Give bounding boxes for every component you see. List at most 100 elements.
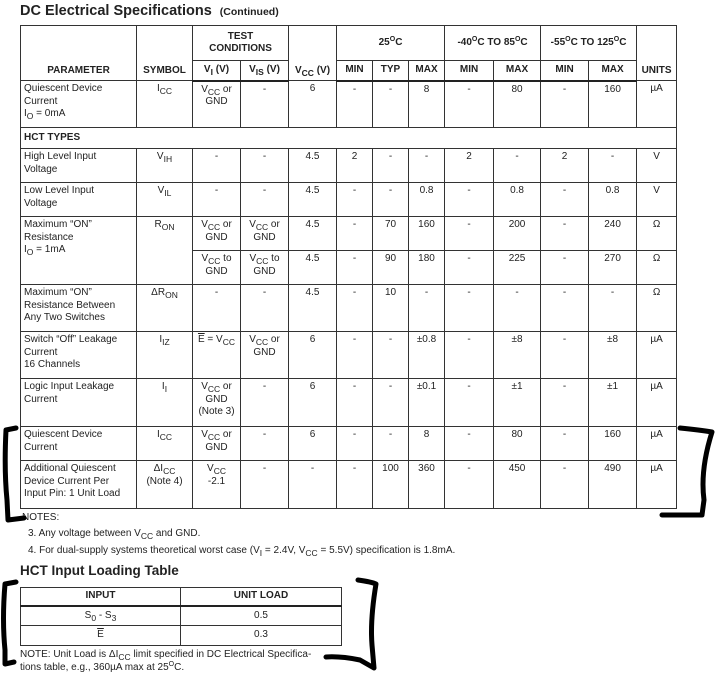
units-cell: Ω [636,216,678,251]
vis-cell: - [240,80,289,128]
min-25c-cell: - [336,460,373,509]
parameter-cell: Switch “Off” Leakage Current 16 Channels [20,331,137,379]
col-header-min: MIN [540,60,590,82]
table-row: Quiescent Device Current ICC VCC or GND -6- -8… [20,426,678,461]
parameter-cell: Additional Quiescent Device Current Per In… [20,460,137,509]
min-25c-cell: - [336,250,373,285]
max-125c-cell: 0.8 [588,182,638,217]
units-cell: µA [636,80,678,128]
max-85c-cell: 0.8 [493,182,542,217]
min-25c-cell: - [336,284,373,332]
max-25c-cell: ±0.8 [407,331,446,379]
parameter-cell: Maximum “ON” Resistance IO = 1mA [20,216,137,285]
max-125c-cell: 270 [588,250,638,285]
vcc-cell: 4.5 [288,148,337,183]
symbol-cell: ICC [136,426,193,461]
typ-25c-cell: 70 [372,216,409,251]
typ-25c-cell: - [372,331,409,379]
loading-note: NOTE: Unit Load is ΔICC limit specified … [20,649,312,673]
vi-cell: E = VCC [192,331,241,379]
table-row: Additional Quiescent Device Current Per In… [20,460,678,509]
table-row: High Level Input Voltage VIH - -4.5 2- -2-2- V [20,148,678,183]
col-header-typ: TYP [372,60,409,82]
max-25c-cell: - [407,148,446,183]
vi-cell: - [192,148,241,183]
max-125c-cell: ±1 [588,378,638,427]
unit-load-cell: 0.5 [180,605,342,626]
title-suffix: (Continued) [219,6,279,18]
min-125c-cell: - [540,426,590,461]
min-125c-cell: - [540,331,590,379]
page-title: DC Electrical Specifications (Continued) [20,3,279,19]
vis-cell: VCC or GND [240,331,289,379]
col-header-parameter: PARAMETER [20,25,137,81]
typ-25c-cell: - [372,378,409,427]
min-125c-cell: - [540,378,590,427]
max-85c-cell: - [493,148,542,183]
min-85c-cell: - [444,250,495,285]
symbol-cell: ΔRON [136,284,193,332]
notes-heading: NOTES: [22,512,60,523]
min-25c-cell: - [336,182,373,217]
vis-cell: - [240,148,289,183]
vi-cell: - [192,284,241,332]
min-85c-cell: - [444,378,495,427]
symbol-cell: VIL [136,182,193,217]
min-85c-cell: - [444,80,495,128]
vcc-cell: 6 [288,426,337,461]
dc-spec-table: PARAMETER SYMBOL TEST CONDITIONS VCC (V) 25OC… [19,25,678,509]
symbol-cell: IIZ [136,331,193,379]
max-25c-cell: 160 [407,216,446,251]
min-125c-cell: - [540,216,590,251]
max-125c-cell: ±8 [588,331,638,379]
col-header-minus40-85c: -40OC TO 85OC [444,25,542,61]
units-cell: µA [636,331,678,379]
vcc-cell: - [288,460,337,509]
symbol-cell: RON [136,216,193,285]
vi-cell: VCC -2.1 [192,460,241,509]
max-85c-cell: 225 [493,250,542,285]
min-85c-cell: - [444,460,495,509]
max-25c-cell: - [407,284,446,332]
parameter-cell: Low Level Input Voltage [20,182,137,217]
note-3: 3. Any voltage between VCC and GND. [28,528,201,541]
typ-25c-cell: - [372,148,409,183]
min-85c-cell: - [444,426,495,461]
symbol-cell: VIH [136,148,193,183]
vi-cell: - [192,182,241,217]
max-125c-cell: 240 [588,216,638,251]
left-bracket-mark-2 [1,579,19,667]
table-row: Maximum “ON” Resistance Between Any Two Sw… [20,284,678,332]
units-cell: µA [636,460,678,509]
max-25c-cell: ±0.1 [407,378,446,427]
col-header-vcc: VCC (V) [288,25,337,81]
vcc-cell: 6 [288,331,337,379]
table-row: S0 - S3 0.5 [20,605,342,626]
symbol-cell: II [136,378,193,427]
units-cell: Ω [636,250,678,285]
vcc-cell: 6 [288,80,337,128]
max-85c-cell: - [493,284,542,332]
col-header-unit-load: UNIT LOAD [180,587,342,607]
col-header-input: INPUT [20,587,181,607]
vis-cell: VCC or GND [240,216,289,251]
section-row: HCT TYPES [19,127,678,149]
col-header-vis: VIS (V) [240,60,289,82]
min-85c-cell: - [444,182,495,217]
vi-cell: VCC or GND [192,426,241,461]
max-125c-cell: 160 [588,80,638,128]
vcc-cell: 4.5 [288,182,337,217]
header-subrow: VI (V) VIS (V) MIN TYP MAX MIN MAX MIN MAX [21,60,677,82]
col-header-units: UNITS [636,25,678,81]
col-header-minus55-125c: -55OC TO 125OC [540,25,638,61]
col-header-min: MIN [336,60,373,82]
parameter-cell: Quiescent Device Current IO = 0mA [20,80,137,128]
table-row: Low Level Input Voltage VIL - -4.5- -0.8-0.8-… [20,182,678,217]
max-25c-cell: 8 [407,80,446,128]
min-25c-cell: - [336,331,373,379]
section-heading: HCT TYPES [19,127,678,149]
max-125c-cell: 490 [588,460,638,509]
table-row: VCC to GND VCC to GND 4.5-90 180-225-270 Ω [21,250,678,285]
vis-cell: - [240,378,289,427]
col-header-max: MAX [493,60,542,82]
